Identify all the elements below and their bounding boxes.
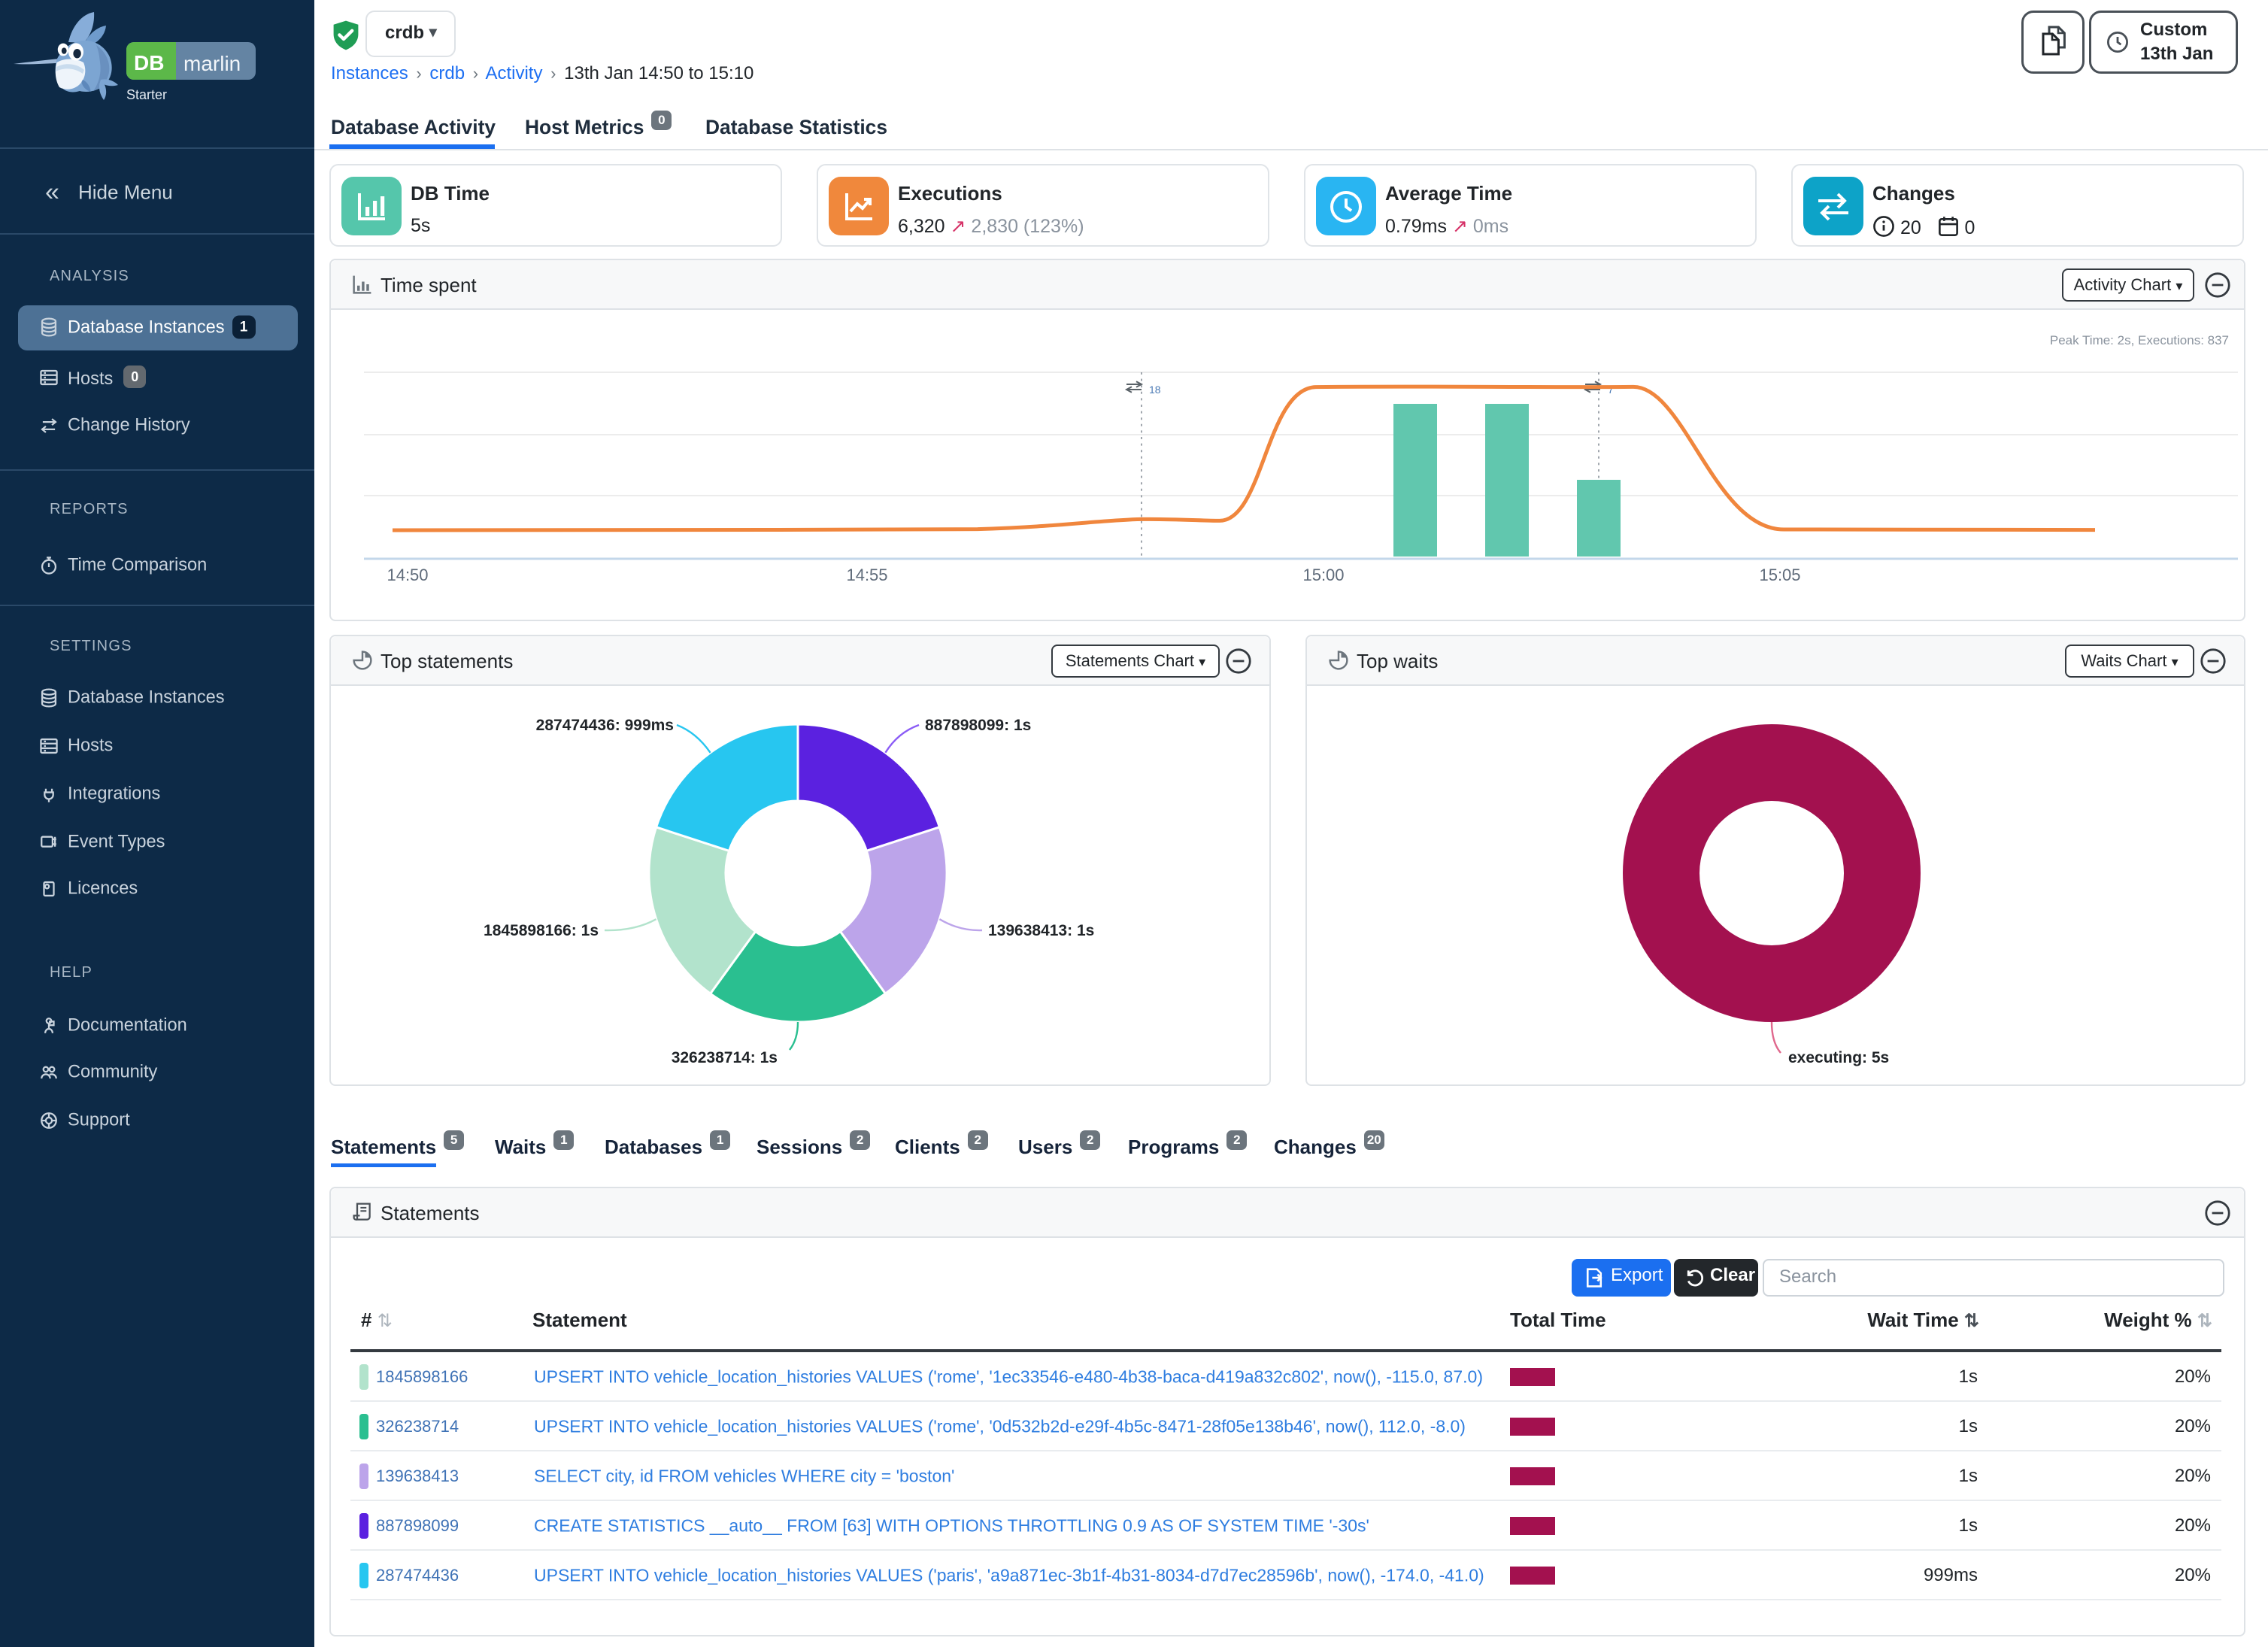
svg-text:14:55: 14:55 (846, 566, 887, 584)
svg-text:executing: 5s: executing: 5s (1788, 1049, 1889, 1066)
svg-text:287474436: 999ms: 287474436: 999ms (536, 717, 674, 734)
svg-text:1845898166: 1s: 1845898166: 1s (484, 922, 599, 939)
svg-text:14:50: 14:50 (387, 566, 428, 584)
svg-text:15:00: 15:00 (1302, 566, 1344, 584)
svg-text:7: 7 (1608, 384, 1614, 396)
svg-text:Peak Time: 2s, Executions: 837: Peak Time: 2s, Executions: 837 (2050, 333, 2229, 347)
svg-text:18: 18 (1149, 384, 1161, 396)
svg-text:139638413: 1s: 139638413: 1s (988, 922, 1094, 939)
svg-text:326238714: 1s: 326238714: 1s (672, 1049, 778, 1066)
svg-text:15:05: 15:05 (1759, 566, 1800, 584)
svg-text:887898099: 1s: 887898099: 1s (925, 717, 1031, 734)
